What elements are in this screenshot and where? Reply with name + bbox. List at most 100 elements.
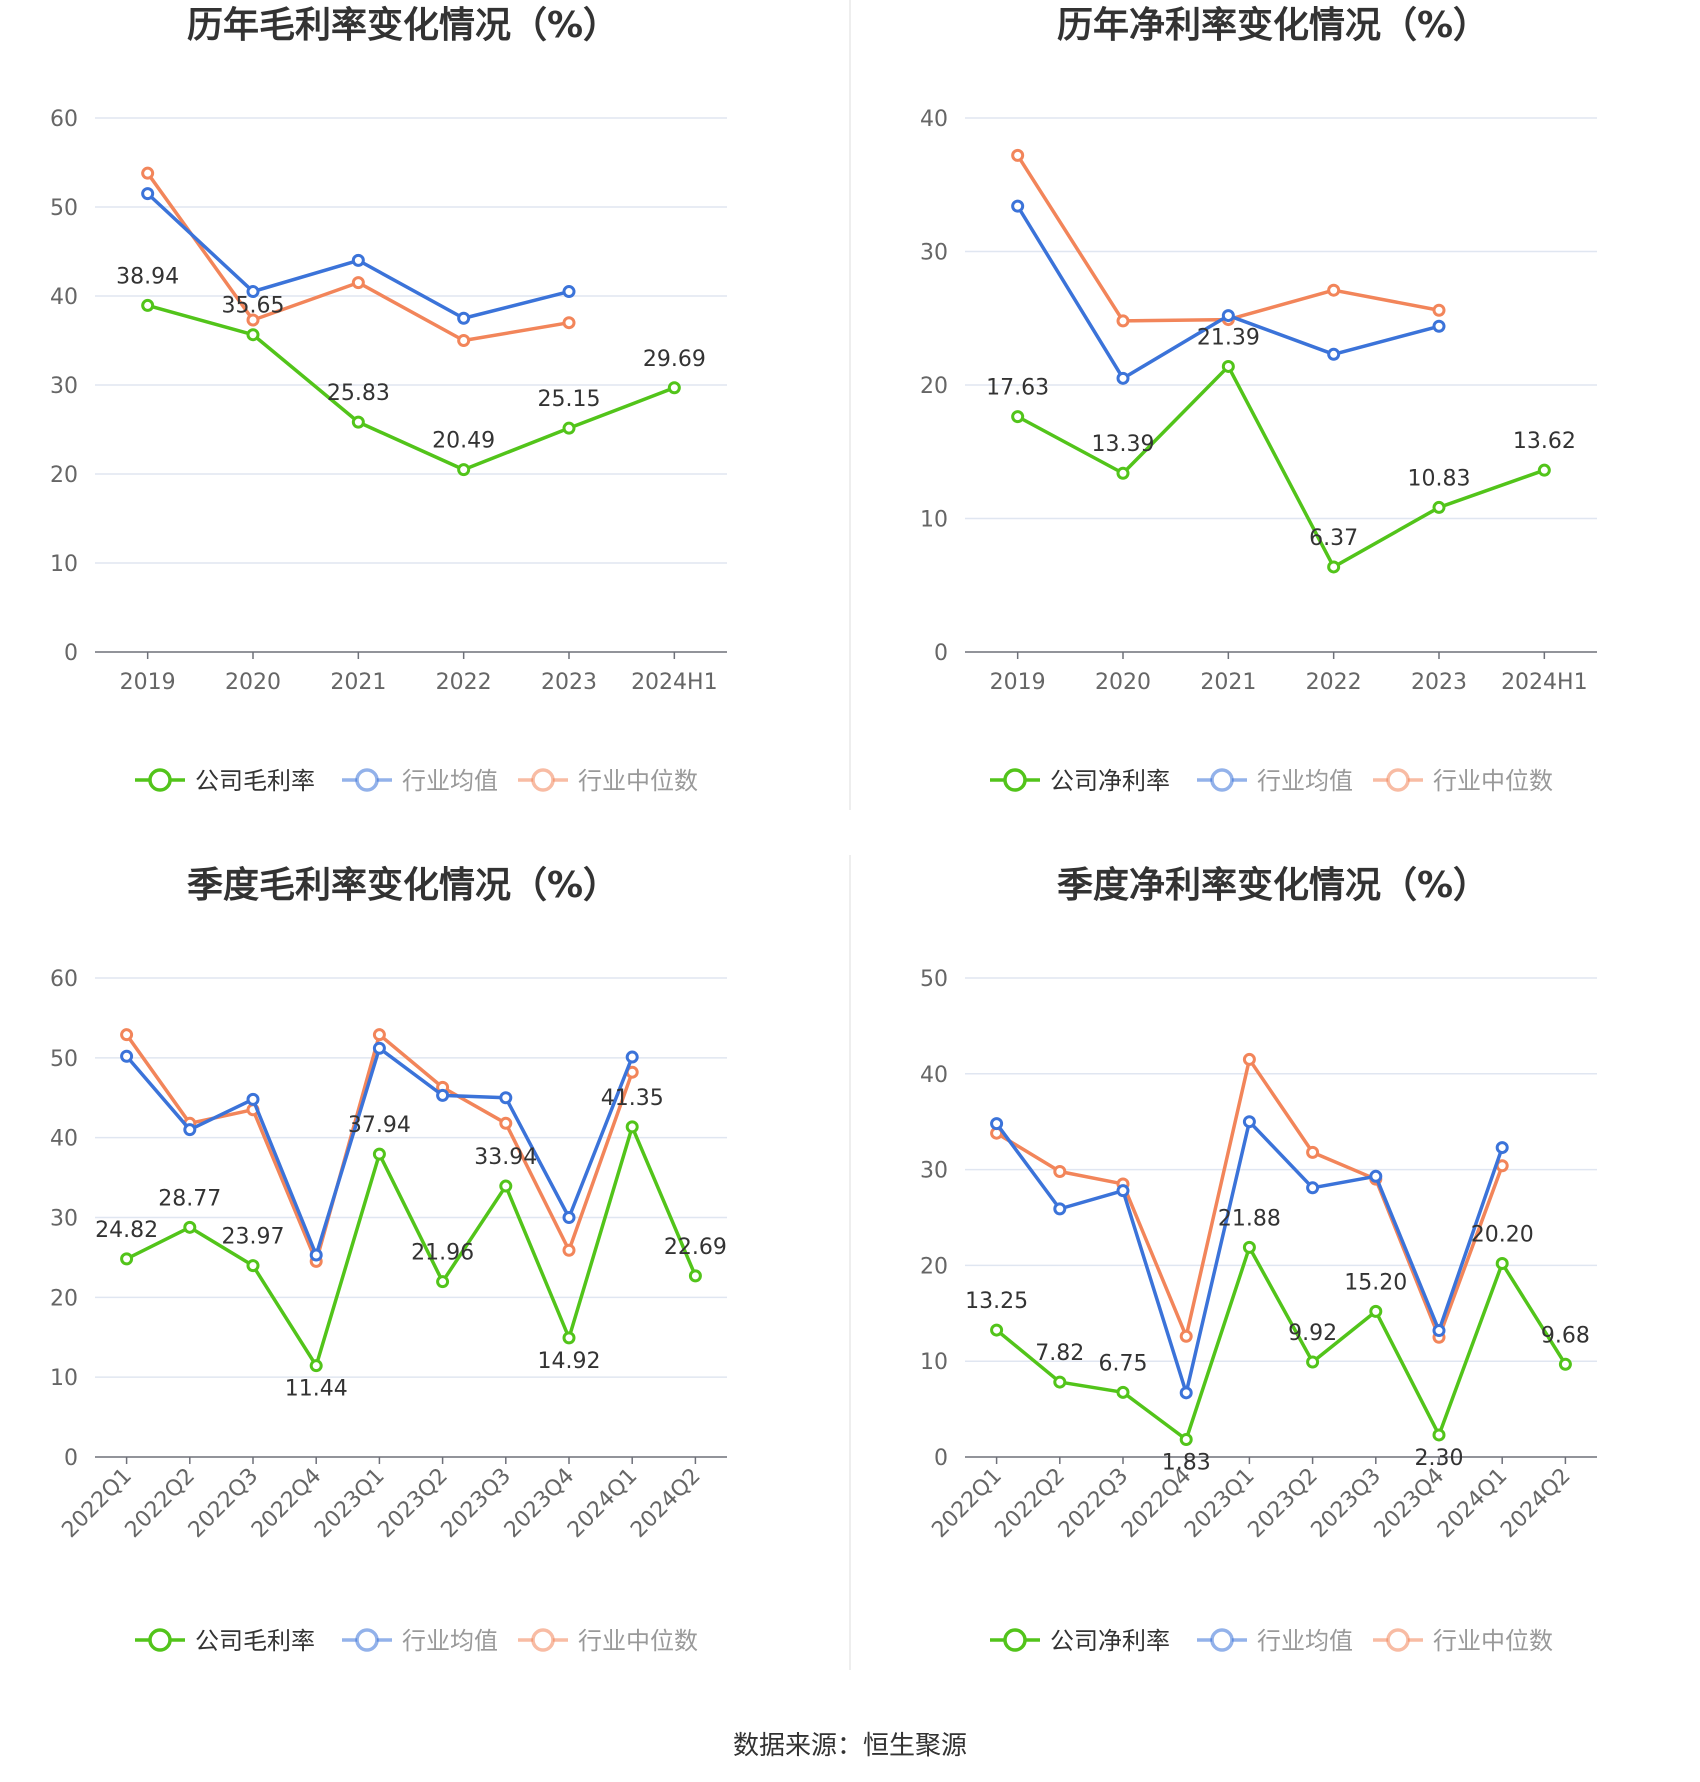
legend-label: 行业中位数 [578, 767, 698, 795]
data-point [1116, 1184, 1130, 1198]
data-point [1432, 303, 1446, 317]
y-tick-label: 20 [50, 1286, 78, 1311]
data-point [1221, 359, 1235, 373]
series-line [995, 1245, 1567, 1442]
data-label: 21.39 [1197, 325, 1260, 350]
legend-label: 公司净利率 [1050, 767, 1170, 795]
legend-item: 行业中位数 [1373, 767, 1553, 795]
data-point [1242, 1240, 1256, 1254]
data-label: 10.83 [1408, 466, 1471, 491]
data-point [1179, 1329, 1193, 1343]
data-label: 17.63 [986, 376, 1049, 401]
data-label: 13.62 [1513, 429, 1576, 454]
y-tick-label: 20 [50, 463, 78, 488]
legend-marker [1386, 1628, 1410, 1652]
data-point [1306, 1145, 1320, 1159]
data-label: 2.30 [1415, 1446, 1464, 1471]
data-point [246, 285, 260, 299]
y-tick-label: 50 [50, 196, 78, 221]
x-tick-label: 2023Q2 [373, 1464, 452, 1543]
data-point [562, 1211, 576, 1224]
y-tick-label: 40 [50, 1127, 78, 1152]
y-tick-label: 30 [920, 1159, 948, 1184]
chart-annual-gross-margin: 历年毛利率变化情况（%） 0 10 20 30 40 50 60 2019 2020 2021 202… [50, 4, 727, 795]
y-tick-label: 60 [50, 107, 78, 132]
data-point [1116, 466, 1130, 480]
data-point [372, 1028, 386, 1042]
data-point [562, 1243, 576, 1257]
data-label: 6.37 [1309, 526, 1358, 551]
data-label: 22.69 [664, 1235, 727, 1260]
data-point [457, 311, 471, 325]
legend-label: 行业均值 [1257, 1627, 1353, 1655]
data-point [1432, 1428, 1446, 1442]
data-point [1221, 309, 1235, 323]
x-tick-label: 2024Q2 [626, 1464, 705, 1543]
data-point [1306, 1181, 1320, 1195]
data-label: 9.68 [1541, 1323, 1590, 1348]
data-point [351, 276, 365, 290]
data-point [1053, 1202, 1067, 1216]
data-point [625, 1120, 639, 1134]
data-point [351, 253, 365, 267]
data-point [1116, 1385, 1130, 1399]
data-point [1053, 1375, 1067, 1389]
data-point [1327, 560, 1341, 574]
data-point [309, 1248, 323, 1262]
y-tick-label: 10 [50, 552, 78, 577]
data-point [499, 1179, 513, 1193]
data-point [436, 1275, 450, 1289]
data-label: 24.82 [95, 1218, 158, 1243]
series-line [1016, 154, 1440, 323]
data-point [562, 285, 576, 299]
legend-marker [1386, 768, 1410, 792]
data-point [457, 334, 471, 347]
chart-annual-net-margin: 历年净利率变化情况（%） 0 10 20 30 40 2019 2020 2021 2022 202… [920, 4, 1597, 795]
data-label: 28.77 [158, 1186, 221, 1211]
data-point [688, 1269, 702, 1283]
chart-quarterly-gross-margin: 季度毛利率变化情况（%）01020304050602022Q12022Q2202… [50, 864, 727, 1655]
x-tick-label: 2022Q1 [927, 1464, 1006, 1543]
data-point [1537, 463, 1551, 477]
x-tick-label: 2024Q2 [1496, 1464, 1575, 1543]
y-tick-label: 0 [64, 1446, 78, 1471]
data-point [562, 316, 576, 330]
data-point [246, 313, 260, 327]
x-tick-label: 2019 [990, 670, 1046, 695]
y-tick-label: 40 [920, 107, 948, 132]
x-tick-label: 2019 [120, 670, 176, 695]
data-point [1011, 148, 1025, 162]
series-line [1016, 205, 1440, 381]
data-point [1011, 199, 1025, 213]
y-tick-label: 0 [934, 641, 948, 666]
y-tick-label: 50 [920, 967, 948, 992]
data-point [1327, 283, 1341, 297]
x-tick-label: 2022Q2 [121, 1464, 200, 1543]
x-tick-label: 2022Q2 [991, 1464, 1070, 1543]
legend-label: 行业中位数 [578, 1627, 698, 1655]
data-label: 25.83 [327, 381, 390, 406]
x-tick-label: 2023Q3 [437, 1464, 516, 1543]
data-point [120, 1049, 134, 1063]
x-tick-label: 2023 [541, 670, 597, 695]
data-point [141, 187, 155, 201]
x-tick-label: 2022 [436, 670, 492, 695]
data-point [141, 298, 155, 312]
data-point [457, 463, 471, 477]
data-label: 15.20 [1344, 1270, 1407, 1295]
data-label: 1.83 [1162, 1450, 1211, 1475]
data-point [562, 421, 576, 435]
legend-item: 行业均值 [1197, 1627, 1353, 1655]
legend-marker [531, 1628, 555, 1652]
data-label: 20.49 [432, 429, 495, 454]
legend-item: 公司毛利率 [135, 1627, 315, 1655]
legend-label: 公司毛利率 [195, 767, 315, 795]
data-point [372, 1041, 386, 1055]
legend-marker [531, 768, 555, 792]
data-point [246, 1092, 260, 1106]
y-tick-label: 10 [920, 508, 948, 533]
legend-item: 公司净利率 [990, 767, 1170, 795]
legend-marker [148, 1628, 172, 1652]
data-point [1179, 1386, 1193, 1400]
data-label: 33.94 [474, 1145, 537, 1170]
